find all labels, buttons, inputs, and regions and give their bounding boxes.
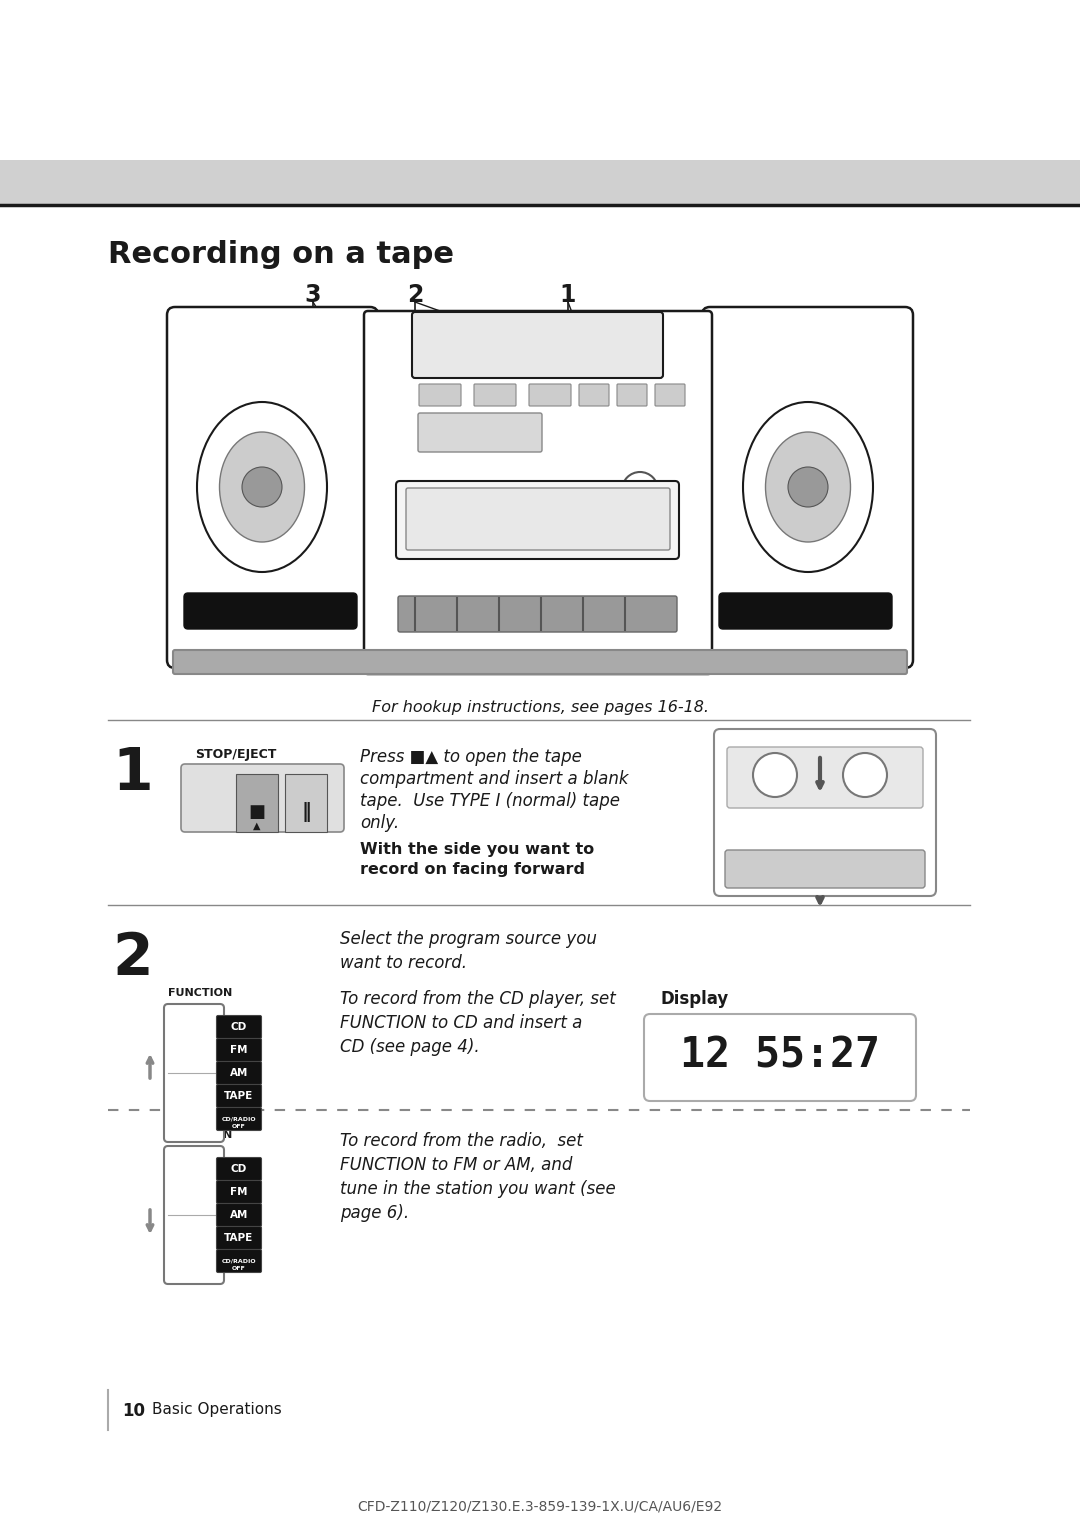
Text: page 6).: page 6). xyxy=(340,1204,409,1222)
FancyBboxPatch shape xyxy=(216,1158,261,1181)
FancyBboxPatch shape xyxy=(579,384,609,406)
Circle shape xyxy=(453,481,468,498)
Text: OFF: OFF xyxy=(232,1265,246,1270)
Circle shape xyxy=(572,481,588,498)
Text: For hookup instructions, see pages 16-18.: For hookup instructions, see pages 16-18… xyxy=(372,700,708,715)
Text: 12 55:27: 12 55:27 xyxy=(680,1034,880,1076)
Text: CD: CD xyxy=(231,1164,247,1174)
Text: CD/RADIO: CD/RADIO xyxy=(221,1259,256,1264)
FancyBboxPatch shape xyxy=(184,593,357,630)
Text: CD/RADIO: CD/RADIO xyxy=(221,1117,256,1122)
Ellipse shape xyxy=(197,402,327,571)
FancyBboxPatch shape xyxy=(216,1016,261,1039)
Text: Basic Operations: Basic Operations xyxy=(152,1403,282,1416)
Bar xyxy=(237,775,278,833)
FancyBboxPatch shape xyxy=(714,729,936,895)
FancyBboxPatch shape xyxy=(167,307,378,668)
Circle shape xyxy=(622,472,658,507)
Ellipse shape xyxy=(743,402,873,571)
Text: only.: only. xyxy=(360,814,400,833)
FancyBboxPatch shape xyxy=(725,850,924,888)
Bar xyxy=(285,775,327,833)
Text: CD (see page 4).: CD (see page 4). xyxy=(340,1038,480,1056)
Ellipse shape xyxy=(766,432,851,542)
Text: 2: 2 xyxy=(112,931,152,987)
FancyBboxPatch shape xyxy=(181,764,345,833)
Text: Select the program source you: Select the program source you xyxy=(340,931,597,947)
Text: To record from the radio,  set: To record from the radio, set xyxy=(340,1132,583,1151)
FancyBboxPatch shape xyxy=(727,747,923,808)
Ellipse shape xyxy=(219,432,305,542)
Text: Recording on a tape: Recording on a tape xyxy=(108,240,454,269)
Text: AM: AM xyxy=(230,1210,248,1219)
Text: FUNCTION: FUNCTION xyxy=(168,989,232,998)
FancyBboxPatch shape xyxy=(216,1250,261,1273)
FancyBboxPatch shape xyxy=(702,307,913,668)
FancyBboxPatch shape xyxy=(216,1204,261,1227)
Text: TAPE: TAPE xyxy=(225,1091,254,1102)
Circle shape xyxy=(242,468,282,507)
FancyBboxPatch shape xyxy=(654,384,685,406)
Text: 3: 3 xyxy=(305,283,321,307)
FancyBboxPatch shape xyxy=(411,312,663,377)
Text: With the side you want to: With the side you want to xyxy=(360,842,594,857)
Text: CFD-Z110/Z120/Z130.E.3-859-139-1X.U/CA/AU6/E92: CFD-Z110/Z120/Z130.E.3-859-139-1X.U/CA/A… xyxy=(357,1500,723,1514)
Text: Press ■▲ to open the tape: Press ■▲ to open the tape xyxy=(360,749,582,766)
Text: FUNCTION to FM or AM, and: FUNCTION to FM or AM, and xyxy=(340,1157,572,1174)
Text: ■: ■ xyxy=(248,804,266,821)
Text: want to record.: want to record. xyxy=(340,953,467,972)
Text: tune in the station you want (see: tune in the station you want (see xyxy=(340,1180,616,1198)
Circle shape xyxy=(843,753,887,798)
Text: FUNCTION: FUNCTION xyxy=(168,1131,232,1140)
FancyBboxPatch shape xyxy=(418,413,542,452)
FancyBboxPatch shape xyxy=(474,384,516,406)
Text: OFF: OFF xyxy=(232,1123,246,1129)
FancyBboxPatch shape xyxy=(529,384,571,406)
Circle shape xyxy=(512,481,528,498)
Text: tape.  Use TYPE I (normal) tape: tape. Use TYPE I (normal) tape xyxy=(360,792,620,810)
FancyBboxPatch shape xyxy=(216,1062,261,1085)
Text: STOP/EJECT: STOP/EJECT xyxy=(195,749,276,761)
FancyBboxPatch shape xyxy=(719,593,892,630)
Circle shape xyxy=(542,481,558,498)
Circle shape xyxy=(788,468,828,507)
FancyBboxPatch shape xyxy=(364,312,712,674)
Text: record on facing forward: record on facing forward xyxy=(360,862,585,877)
FancyBboxPatch shape xyxy=(617,384,647,406)
FancyBboxPatch shape xyxy=(396,481,679,559)
Bar xyxy=(0,160,1080,205)
Text: ▲: ▲ xyxy=(253,821,260,831)
Text: AM: AM xyxy=(230,1068,248,1077)
Text: CD: CD xyxy=(231,1022,247,1031)
Circle shape xyxy=(753,753,797,798)
FancyBboxPatch shape xyxy=(216,1227,261,1250)
Text: FUNCTION to CD and insert a: FUNCTION to CD and insert a xyxy=(340,1015,582,1031)
Text: 1: 1 xyxy=(559,283,577,307)
Text: 2: 2 xyxy=(407,283,423,307)
FancyBboxPatch shape xyxy=(216,1181,261,1204)
FancyBboxPatch shape xyxy=(216,1039,261,1062)
Text: ‖: ‖ xyxy=(301,802,311,822)
FancyBboxPatch shape xyxy=(216,1085,261,1108)
FancyBboxPatch shape xyxy=(216,1108,261,1131)
Text: compartment and insert a blank: compartment and insert a blank xyxy=(360,770,629,788)
Text: TAPE: TAPE xyxy=(225,1233,254,1242)
Text: To record from the CD player, set: To record from the CD player, set xyxy=(340,990,616,1008)
Text: Display: Display xyxy=(660,990,728,1008)
Text: FM: FM xyxy=(230,1187,247,1196)
Text: ▶▶: ▶▶ xyxy=(198,801,224,819)
FancyBboxPatch shape xyxy=(419,384,461,406)
Text: 1: 1 xyxy=(112,746,152,802)
Circle shape xyxy=(482,481,498,498)
FancyBboxPatch shape xyxy=(173,649,907,674)
FancyBboxPatch shape xyxy=(399,596,677,633)
FancyBboxPatch shape xyxy=(644,1015,916,1102)
FancyBboxPatch shape xyxy=(164,1146,224,1284)
Text: 10: 10 xyxy=(122,1403,145,1420)
FancyBboxPatch shape xyxy=(406,487,670,550)
FancyBboxPatch shape xyxy=(164,1004,224,1141)
Text: FM: FM xyxy=(230,1045,247,1054)
